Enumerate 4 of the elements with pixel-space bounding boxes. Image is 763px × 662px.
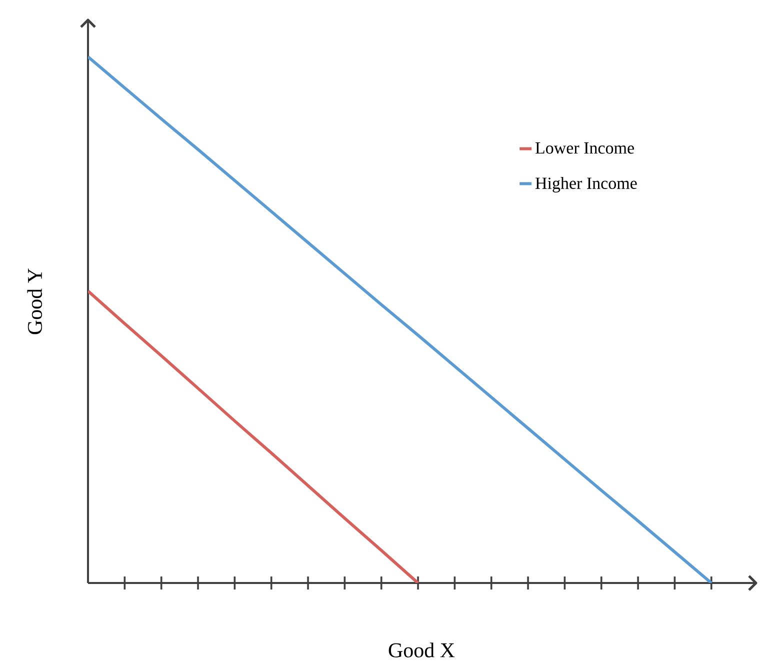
x-axis-title: Good X	[388, 642, 455, 658]
y-axis-title: Good Y	[27, 268, 42, 334]
legend-label: Higher Income	[535, 177, 637, 192]
legend-label: Lower Income	[535, 142, 634, 154]
